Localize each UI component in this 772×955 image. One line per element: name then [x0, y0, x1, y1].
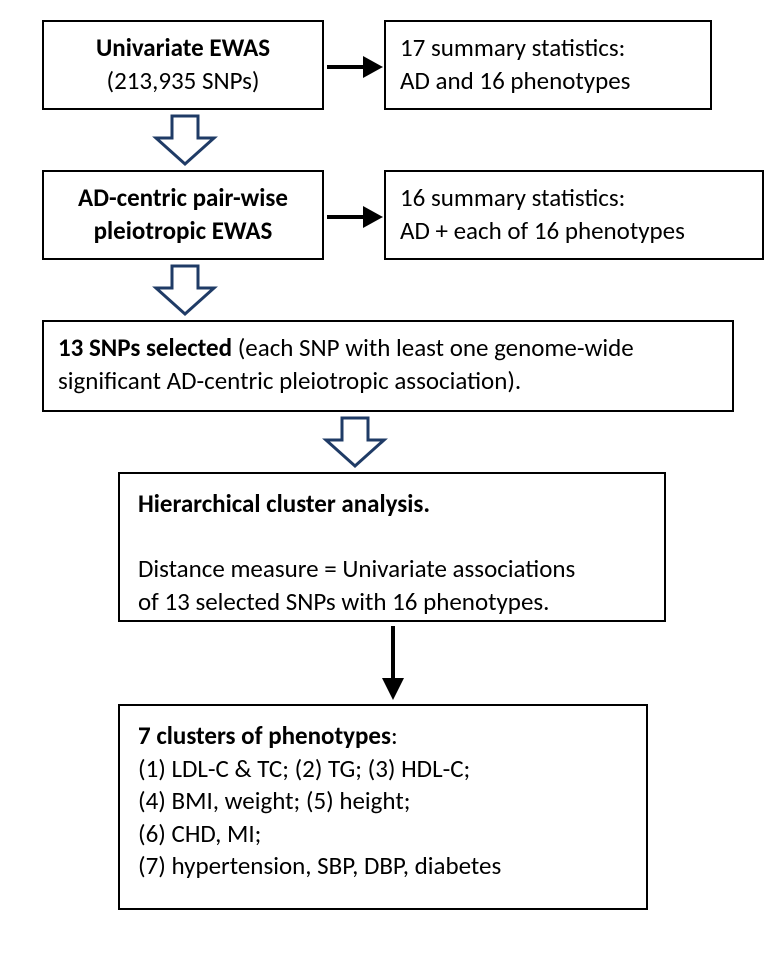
text-17-l2: AD and 16 phenotypes: [400, 65, 630, 96]
box-13-snps: 13 SNPs selected (each SNP with least on…: [42, 320, 734, 412]
text-7clusters-l4: (7) hypertension, SBP, DBP, diabetes: [138, 850, 501, 881]
text-cluster-l1: Distance measure = Univariate associatio…: [138, 553, 575, 584]
arrow-down-1: [378, 624, 408, 707]
arrow-right-2: [325, 202, 385, 237]
text-7clusters-l1: (1) LDL-C & TC; (2) TG; (3) HDL-C;: [138, 753, 470, 784]
text-7clusters-l2: (4) BMI, weight; (5) height;: [138, 785, 410, 816]
box-16-summary: 16 summary statistics: AD + each of 16 p…: [384, 170, 764, 260]
text-7clusters-colon: :: [391, 720, 398, 751]
text-adcentric-l1: AD-centric pair-wise: [78, 182, 288, 213]
arrow-right-1: [325, 52, 385, 87]
text-cluster-l2: of 13 selected SNPs with 16 phenotypes.: [138, 586, 549, 617]
text-16-l1: 16 summary statistics:: [400, 182, 625, 213]
hollow-arrow-2: [152, 262, 218, 323]
box-7-clusters: 7 clusters of phenotypes: (1) LDL-C & TC…: [118, 704, 648, 910]
text-7clusters-l3: (6) CHD, MI;: [138, 818, 261, 849]
text-16-l2: AD + each of 16 phenotypes: [400, 215, 685, 246]
box-ad-centric: AD-centric pair-wise pleiotropic EWAS: [42, 170, 324, 260]
box-17-summary: 17 summary statistics: AD and 16 phenoty…: [384, 20, 712, 110]
box-cluster: Hierarchical cluster analysis. Distance …: [118, 472, 666, 622]
hollow-arrow-1: [152, 112, 218, 173]
text-13-bold: 13 SNPs selected: [58, 332, 238, 363]
text-13-rest1: (each SNP with least one genome-wide: [238, 332, 634, 363]
text-univariate-sub: (213,935 SNPs): [106, 65, 259, 96]
text-cluster-title: Hierarchical cluster analysis.: [138, 488, 430, 519]
text-adcentric-l2: pleiotropic EWAS: [94, 215, 273, 246]
box-univariate-ewas: Univariate EWAS (213,935 SNPs): [42, 20, 324, 110]
text-7clusters-title: 7 clusters of phenotypes: [138, 720, 391, 751]
text-univariate-title: Univariate EWAS: [96, 32, 270, 63]
text-13-rest2: significant AD-centric pleiotropic assoc…: [58, 365, 521, 396]
hollow-arrow-3: [322, 414, 388, 475]
text-17-l1: 17 summary statistics:: [400, 32, 625, 63]
